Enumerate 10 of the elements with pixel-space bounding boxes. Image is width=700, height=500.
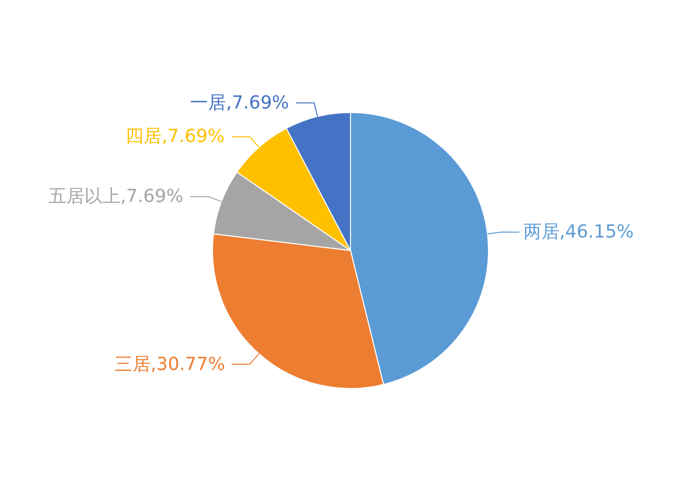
slice-label: 一居 [190,92,226,114]
data-label: ,46.15% [559,222,634,243]
data-label: ,7.69% [162,126,225,148]
data-label: ,30.77% [150,354,226,375]
slice-label: 四居 [126,126,162,148]
data-label: ,7.69% [226,92,290,114]
data-label: ,7.69% [120,186,184,208]
slice-label: 两居 [523,222,560,243]
slice-label: 三居 [114,354,151,375]
slice-label: 五居以上 [48,186,120,208]
